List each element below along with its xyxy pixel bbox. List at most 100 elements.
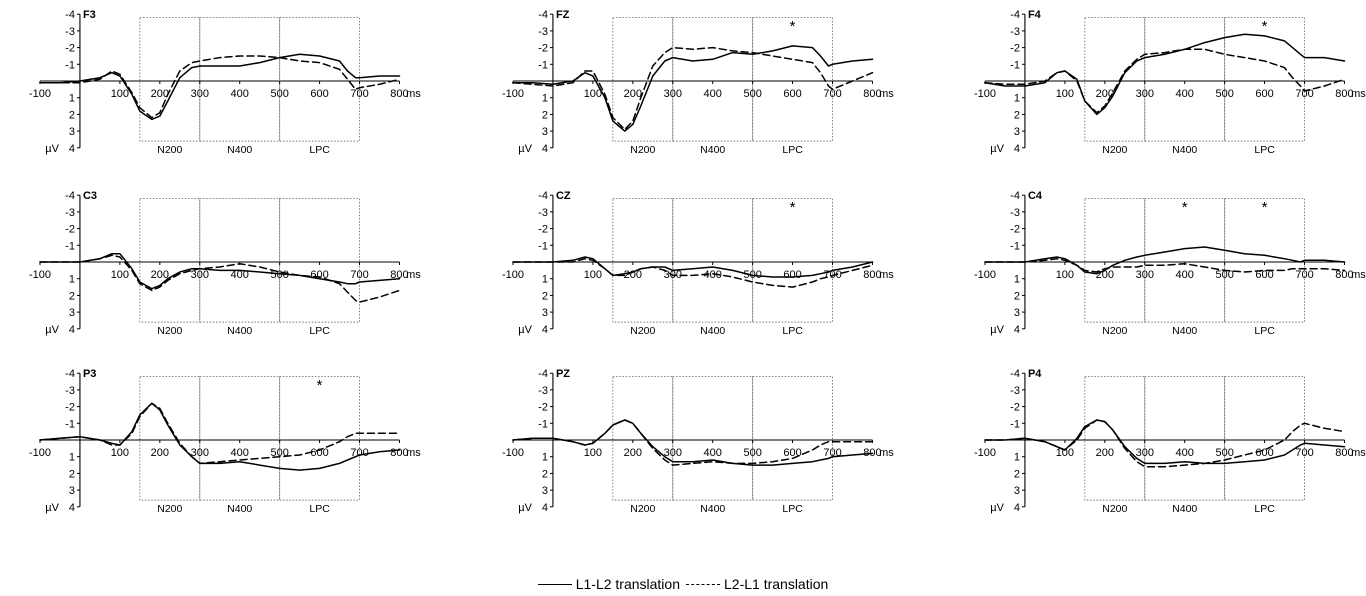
x-tick-label: 300 [191, 447, 209, 459]
y-tick-label: 3 [542, 126, 548, 138]
y-tick-label: 1 [69, 274, 75, 286]
waveform-c3-l2-l1 [39, 254, 401, 303]
y-tick-label: -3 [1010, 385, 1020, 397]
x-tick-label: 200 [151, 269, 169, 281]
y-tick-label: -2 [1010, 402, 1020, 414]
electrode-label-f3: F3 [83, 9, 96, 21]
y-tick-label: 3 [69, 485, 75, 497]
x-unit-label: ms [406, 269, 421, 281]
y-unit-label: µV [518, 502, 532, 514]
x-tick-label: 600 [1255, 447, 1273, 459]
window-box-lpc [279, 376, 360, 501]
y-tick-label: 2 [1014, 109, 1020, 121]
y-tick-label: 4 [1014, 502, 1020, 514]
electrode-label-pz: PZ [556, 368, 570, 380]
y-tick-label: -3 [65, 385, 75, 397]
y-unit-label: µV [990, 143, 1004, 155]
x-unit-label: ms [406, 447, 421, 459]
waveform-f3-l2-l1 [39, 55, 401, 119]
y-tick-label: -4 [65, 9, 75, 21]
y-tick-label: -1 [538, 418, 548, 430]
y-tick-label: -3 [65, 207, 75, 219]
y-tick-label: 4 [1014, 324, 1020, 336]
x-tick-label: 300 [1136, 269, 1154, 281]
x-tick-label: 200 [624, 447, 642, 459]
y-tick-label: 3 [542, 307, 548, 319]
x-tick-label: 600 [783, 447, 801, 459]
x-tick-label: 300 [191, 269, 209, 281]
y-unit-label: µV [518, 143, 532, 155]
window-label-lpc: LPC [309, 325, 330, 337]
x-tick-label: 400 [704, 88, 722, 100]
legend-dashed-label: L2-L1 translation [724, 576, 829, 592]
waveform-c4-l1-l2 [984, 246, 1346, 275]
x-tick-label: 800 [1335, 447, 1353, 459]
y-unit-label: µV [518, 324, 532, 336]
x-tick-label: 400 [231, 447, 249, 459]
x-tick-label: 600 [310, 447, 328, 459]
x-tick-label: -100 [29, 447, 51, 459]
x-tick-label: 100 [584, 269, 602, 281]
significance-star: * [1182, 199, 1188, 216]
electrode-label-p4: P4 [1028, 368, 1042, 380]
window-label-n400: N400 [700, 144, 725, 156]
window-box-lpc [1224, 17, 1305, 142]
waveform-fz-l1-l2 [512, 45, 874, 132]
window-box-n400 [1144, 17, 1226, 142]
x-unit-label: ms [879, 88, 894, 100]
y-unit-label: µV [45, 502, 59, 514]
x-tick-label: -100 [974, 269, 996, 281]
waveform-pz-l1-l2 [512, 419, 874, 466]
window-box-n400 [1144, 376, 1226, 501]
legend-dashed-line-swatch [686, 583, 720, 585]
x-tick-label: 300 [1136, 88, 1154, 100]
window-box-n400 [199, 17, 281, 142]
x-tick-label: 600 [310, 88, 328, 100]
y-tick-label: -2 [65, 402, 75, 414]
x-tick-label: -100 [974, 88, 996, 100]
waveform-p3-l2-l1 [39, 402, 401, 465]
x-tick-label: 300 [664, 447, 682, 459]
y-tick-label: -2 [1010, 224, 1020, 236]
y-tick-label: 2 [69, 290, 75, 302]
window-box-lpc [752, 198, 833, 323]
x-tick-label: 800 [863, 88, 881, 100]
window-box-n200 [1084, 17, 1146, 142]
y-tick-label: 1 [542, 452, 548, 464]
x-tick-label: 400 [704, 447, 722, 459]
window-label-n400: N400 [227, 325, 252, 337]
x-tick-label: 500 [743, 447, 761, 459]
y-tick-label: 1 [69, 452, 75, 464]
significance-star: * [790, 18, 796, 35]
x-tick-label: -100 [502, 269, 524, 281]
x-tick-label: 400 [1176, 447, 1194, 459]
window-label-lpc: LPC [1254, 144, 1275, 156]
window-label-lpc: LPC [309, 144, 330, 156]
significance-star: * [1262, 18, 1268, 35]
window-label-n400: N400 [227, 144, 252, 156]
x-tick-label: 700 [1295, 447, 1313, 459]
x-tick-label: 100 [1056, 447, 1074, 459]
waveform-cz-l1-l2 [512, 256, 874, 278]
y-tick-label: 4 [69, 143, 75, 155]
y-tick-label: -1 [65, 240, 75, 252]
y-tick-label: -3 [538, 385, 548, 397]
x-tick-label: 400 [1176, 269, 1194, 281]
electrode-label-fz: FZ [556, 9, 570, 21]
window-label-n400: N400 [700, 503, 725, 515]
window-box-n200 [1084, 198, 1146, 323]
y-tick-label: -3 [538, 26, 548, 38]
legend-solid-label: L1-L2 translation [575, 576, 680, 592]
y-unit-label: µV [45, 324, 59, 336]
legend-solid-line-swatch [537, 583, 572, 585]
y-tick-label: 1 [1014, 452, 1020, 464]
window-label-n200: N200 [1102, 325, 1127, 337]
legend-item-solid: L1-L2 translation [537, 576, 680, 592]
y-tick-label: -4 [1010, 368, 1020, 380]
y-tick-label: 2 [542, 290, 548, 302]
y-tick-label: -3 [65, 26, 75, 38]
significance-star: * [1262, 199, 1268, 216]
window-box-n400 [672, 17, 754, 142]
x-tick-label: 700 [350, 88, 368, 100]
y-tick-label: -4 [65, 368, 75, 380]
